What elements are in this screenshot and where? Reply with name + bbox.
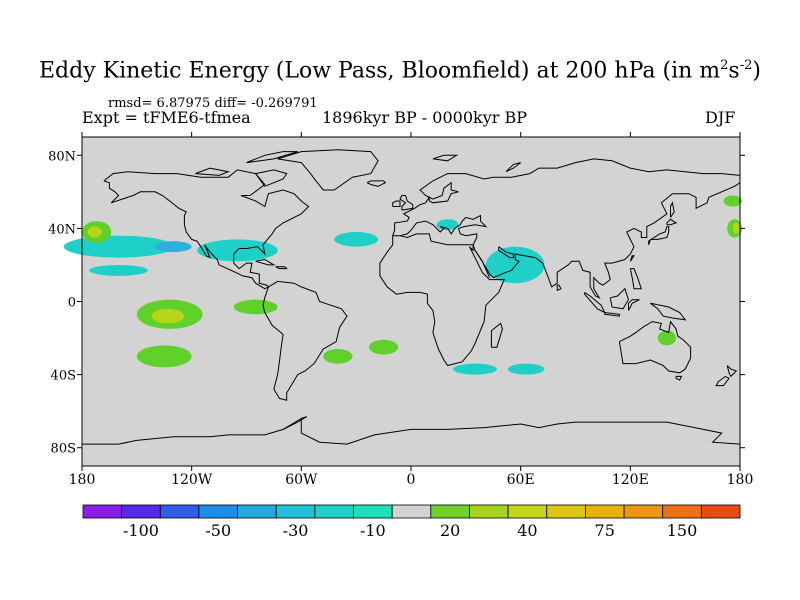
sakhalin xyxy=(670,201,675,218)
lon-label: 0 xyxy=(407,472,416,488)
colorbar-label: -30 xyxy=(283,521,309,540)
longitude-axis: 180 120W 60W 0 60E 120E 180 xyxy=(69,132,754,488)
australia-coast xyxy=(618,320,692,374)
colorbar-box xyxy=(469,504,509,519)
java xyxy=(604,312,620,317)
colorbar-box xyxy=(353,504,393,519)
colorbar-label: -50 xyxy=(205,521,231,540)
southeast-pacific-green xyxy=(233,299,278,315)
lon-label: 120E xyxy=(612,472,649,488)
lon-label: 120W xyxy=(171,472,213,488)
sri-lanka xyxy=(556,284,562,291)
iceland xyxy=(366,180,387,187)
tropical-pacific-yellow xyxy=(151,308,185,324)
sulawesi xyxy=(628,299,640,311)
australia-green xyxy=(657,330,677,346)
period-label: 1896kyr BP - 0000kyr BP xyxy=(322,108,527,127)
novaya-zemlya xyxy=(505,162,522,173)
lat-label: 40N xyxy=(48,222,76,237)
colorbar-box xyxy=(237,504,277,519)
rmsd-diff-stats: rmsd= 6.87975 diff= -0.269791 xyxy=(108,96,318,111)
colorbar-label: 40 xyxy=(517,521,537,540)
southern-ocean-cyan-1 xyxy=(453,363,497,375)
colorbar-box xyxy=(391,504,432,519)
experiment-label: Expt = tFME6-tfmea xyxy=(82,108,251,127)
west-pacific-yellow-40n xyxy=(87,226,103,238)
atlantic-cyan-patch xyxy=(334,232,379,247)
persian-gulf xyxy=(498,246,514,259)
colorbar-label: -10 xyxy=(360,521,386,540)
colorbar-box xyxy=(159,504,200,519)
colorbar-box xyxy=(700,504,741,519)
colorbar-box xyxy=(623,504,664,519)
lon-label: 60E xyxy=(507,472,535,488)
colorbar-label: 75 xyxy=(595,521,615,540)
borneo xyxy=(609,287,630,310)
season-label: DJF xyxy=(705,108,736,127)
ireland xyxy=(392,200,401,207)
south-america-coast xyxy=(262,280,348,401)
northwest-pacific-green xyxy=(723,195,742,207)
lat-label: 0 xyxy=(68,296,76,311)
colorbar-box xyxy=(585,504,625,519)
coastlines xyxy=(82,149,741,445)
colorbar-box xyxy=(507,504,548,519)
lat-label: 80S xyxy=(51,442,76,457)
tasmania xyxy=(675,375,683,381)
colorbar-label: 20 xyxy=(440,521,460,540)
colorbar-box xyxy=(314,504,354,519)
madagascar xyxy=(490,322,503,348)
anomaly-regions xyxy=(63,195,742,375)
colorbar-box xyxy=(430,504,470,519)
north-america-coast xyxy=(103,169,310,290)
victoria-island xyxy=(195,167,230,176)
lon-label: 180 xyxy=(69,472,96,488)
colorbar-box xyxy=(82,504,123,519)
latitude-axis: 80N 40N 0 40S 80S xyxy=(48,149,745,457)
greenland-coast xyxy=(277,149,379,191)
colorbar-box xyxy=(198,504,238,519)
south-america-east-green xyxy=(323,349,353,364)
eurasia-africa-coast xyxy=(379,158,741,367)
colorbar-box xyxy=(121,504,161,519)
lon-label: 180 xyxy=(727,472,754,488)
baffin-island xyxy=(254,169,288,187)
new-zealand-south xyxy=(715,375,730,387)
hokkaido xyxy=(666,218,678,226)
philippines xyxy=(629,268,642,290)
lat-label: 40S xyxy=(51,369,76,384)
new-zealand-north xyxy=(726,365,738,378)
plot-title: Eddy Kinetic Energy (Low Pass, Bloomfiel… xyxy=(39,58,761,84)
south-atlantic-green xyxy=(368,339,399,355)
colorbar-box xyxy=(275,504,316,519)
colorbar-box xyxy=(662,504,702,519)
svalbard xyxy=(432,154,459,162)
cuba xyxy=(255,258,276,266)
taiwan xyxy=(629,255,635,262)
colorbar-label: 150 xyxy=(667,521,698,540)
new-guinea xyxy=(650,302,687,321)
antarctica-coast xyxy=(82,417,741,445)
south-pacific-green xyxy=(136,345,192,368)
red-sea xyxy=(474,250,491,278)
southern-ocean-cyan-2 xyxy=(507,363,545,375)
eurasia-east-coast xyxy=(399,182,741,299)
hispaniola xyxy=(275,266,288,270)
north-pacific-blue-core xyxy=(155,241,192,253)
colorbar-label: -100 xyxy=(123,521,159,540)
british-isles xyxy=(399,195,414,211)
subtropical-pacific-cyan xyxy=(89,264,148,276)
antarctic-peninsula xyxy=(282,416,308,430)
lat-label: 80N xyxy=(48,149,76,164)
east-pacific-yellow-40n xyxy=(732,222,740,234)
japan xyxy=(648,226,670,245)
colorbar-box xyxy=(546,504,586,519)
lon-label: 60W xyxy=(285,472,318,488)
ellesmere-island xyxy=(246,151,298,164)
